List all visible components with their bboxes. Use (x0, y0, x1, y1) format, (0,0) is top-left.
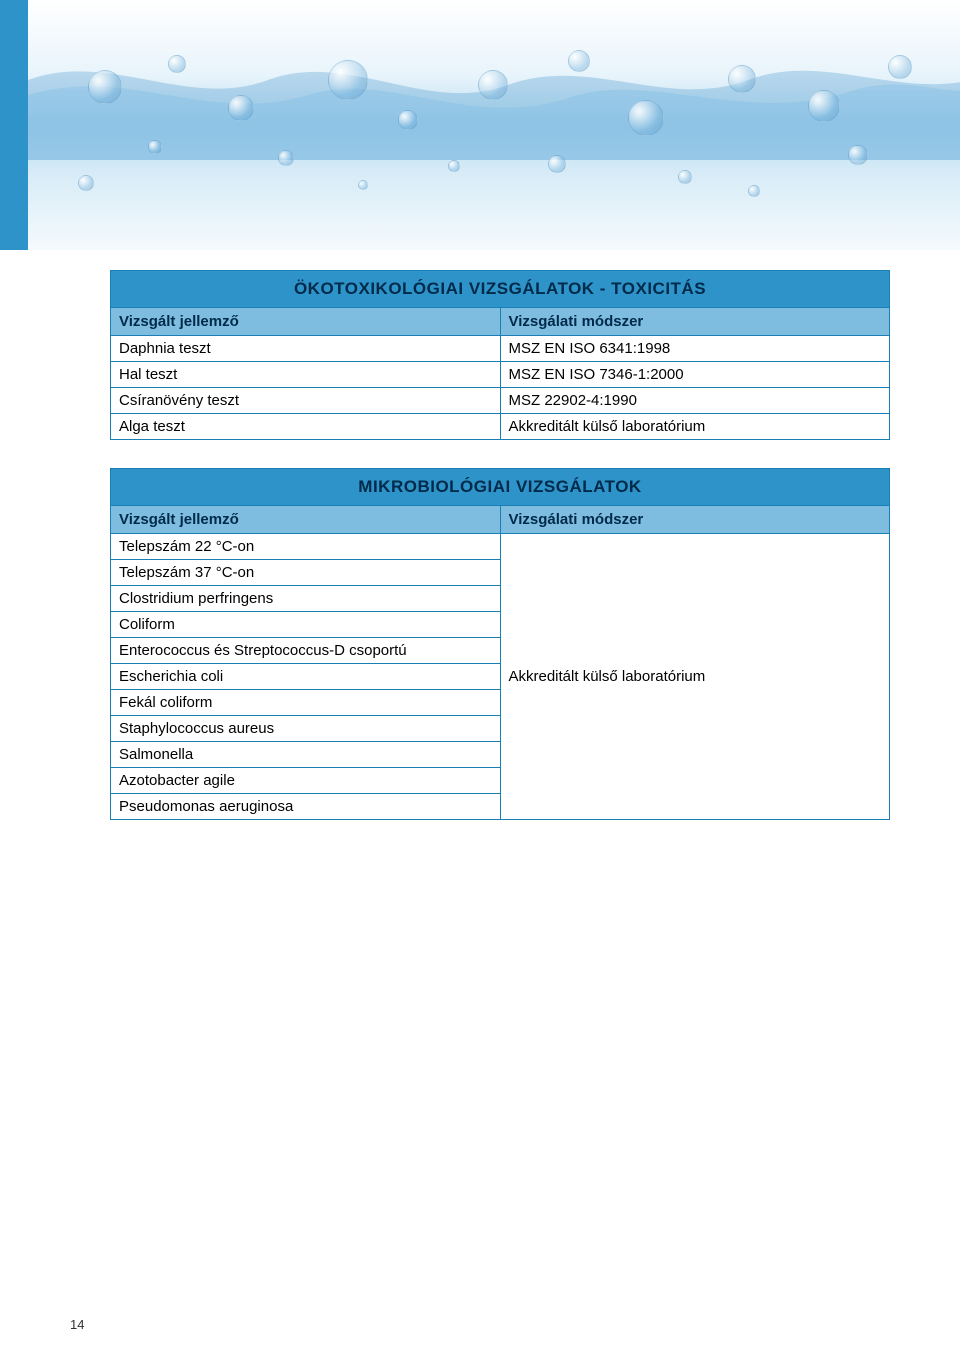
microbiology-table: MIKROBIOLÓGIAI VIZSGÁLATOK Vizsgált jell… (110, 468, 890, 820)
bubble (448, 160, 460, 172)
page-content: ÖKOTOXIKOLÓGIAI VIZSGÁLATOK - TOXICITÁS … (0, 250, 960, 820)
table-title-row: ÖKOTOXIKOLÓGIAI VIZSGÁLATOK - TOXICITÁS (111, 271, 890, 308)
bubble (678, 170, 692, 184)
bubble (888, 55, 912, 79)
bubble (78, 175, 94, 191)
bubble (148, 140, 162, 154)
bubble (328, 60, 368, 100)
bubble (808, 90, 840, 122)
cell-method-merged: Akkreditált külső laboratórium (500, 534, 890, 820)
cell-parameter: Alga teszt (111, 414, 501, 440)
cell-parameter: Fekál coliform (111, 690, 501, 716)
cell-parameter: Telepszám 37 °C-on (111, 560, 501, 586)
bubble (278, 150, 294, 166)
header-right: Vizsgálati módszer (500, 506, 890, 534)
table-row: Csíranövény tesztMSZ 22902-4:1990 (111, 388, 890, 414)
bubble (728, 65, 756, 93)
cell-method: Akkreditált külső laboratórium (500, 414, 890, 440)
bubble (358, 180, 368, 190)
cell-parameter: Clostridium perfringens (111, 586, 501, 612)
cell-parameter: Salmonella (111, 742, 501, 768)
water-banner (0, 0, 960, 250)
header-left: Vizsgált jellemző (111, 308, 501, 336)
table-header-row: Vizsgált jellemző Vizsgálati módszer (111, 308, 890, 336)
cell-method: MSZ EN ISO 7346-1:2000 (500, 362, 890, 388)
cell-parameter: Escherichia coli (111, 664, 501, 690)
bubble (478, 70, 508, 100)
table-row: Telepszám 22 °C-onAkkreditált külső labo… (111, 534, 890, 560)
bubble (568, 50, 590, 72)
bubble (628, 100, 664, 136)
table-title: ÖKOTOXIKOLÓGIAI VIZSGÁLATOK - TOXICITÁS (111, 271, 890, 308)
cell-parameter: Azotobacter agile (111, 768, 501, 794)
bubble (848, 145, 868, 165)
table-row: Daphnia tesztMSZ EN ISO 6341:1998 (111, 336, 890, 362)
cell-method: MSZ EN ISO 6341:1998 (500, 336, 890, 362)
ecotoxicology-table: ÖKOTOXIKOLÓGIAI VIZSGÁLATOK - TOXICITÁS … (110, 270, 890, 440)
table-header-row: Vizsgált jellemző Vizsgálati módszer (111, 506, 890, 534)
cell-parameter: Daphnia teszt (111, 336, 501, 362)
cell-parameter: Csíranövény teszt (111, 388, 501, 414)
cell-parameter: Telepszám 22 °C-on (111, 534, 501, 560)
cell-parameter: Enterococcus és Streptococcus-D csoportú (111, 638, 501, 664)
table-title-row: MIKROBIOLÓGIAI VIZSGÁLATOK (111, 469, 890, 506)
cell-parameter: Staphylococcus aureus (111, 716, 501, 742)
bubble (168, 55, 186, 73)
header-right: Vizsgálati módszer (500, 308, 890, 336)
header-left: Vizsgált jellemző (111, 506, 501, 534)
table-row: Alga tesztAkkreditált külső laboratórium (111, 414, 890, 440)
bubble (748, 185, 760, 197)
page-number: 14 (70, 1317, 84, 1332)
cell-parameter: Pseudomonas aeruginosa (111, 794, 501, 820)
bubble (398, 110, 418, 130)
bubble (228, 95, 254, 121)
bubble (88, 70, 122, 104)
cell-parameter: Coliform (111, 612, 501, 638)
table-title: MIKROBIOLÓGIAI VIZSGÁLATOK (111, 469, 890, 506)
cell-parameter: Hal teszt (111, 362, 501, 388)
table-row: Hal tesztMSZ EN ISO 7346-1:2000 (111, 362, 890, 388)
cell-method: MSZ 22902-4:1990 (500, 388, 890, 414)
bubble (548, 155, 566, 173)
